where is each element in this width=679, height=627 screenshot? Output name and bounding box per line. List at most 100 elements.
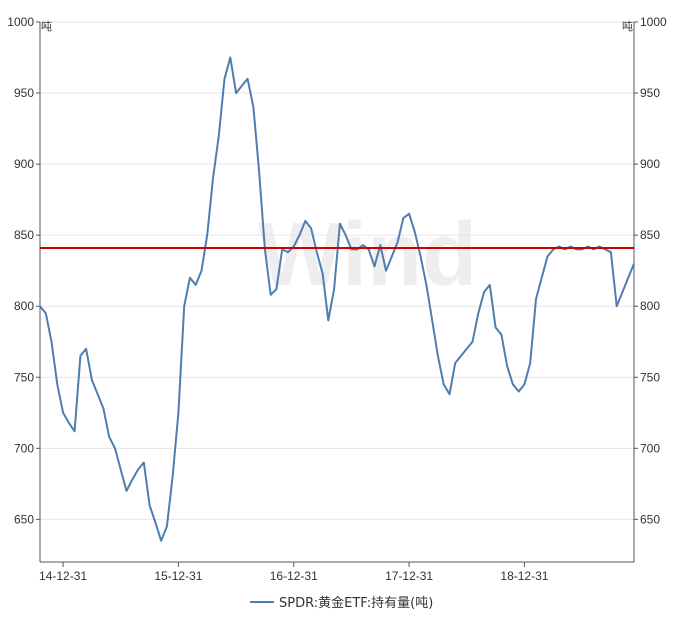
data-point (206, 234, 208, 236)
data-point (166, 525, 168, 528)
data-point (494, 326, 497, 329)
data-point (373, 265, 376, 268)
data-point (293, 245, 295, 248)
data-point (143, 461, 145, 464)
data-point (552, 248, 554, 250)
data-point (229, 56, 231, 59)
legend-label: SPDR:黄金ETF:持有量(吨) (279, 595, 433, 611)
y-tick-label-left: 1000 (7, 15, 34, 29)
data-point (154, 521, 156, 523)
data-point (466, 348, 468, 350)
data-point (633, 262, 635, 265)
series-line (39, 56, 635, 542)
x-tick-label: 16-12-31 (270, 569, 318, 583)
data-point (45, 312, 47, 314)
data-point (316, 251, 318, 253)
data-point (535, 298, 537, 300)
data-point (385, 270, 387, 272)
data-point (477, 312, 479, 314)
data-point (512, 383, 514, 385)
data-point (56, 383, 58, 385)
data-point (379, 244, 381, 246)
data-point (333, 288, 335, 290)
watermark-text: Wind (258, 205, 477, 305)
data-point (408, 213, 410, 215)
y-tick-label-right: 650 (640, 512, 660, 526)
data-point (604, 248, 606, 250)
data-point (97, 393, 99, 395)
data-point (235, 92, 237, 94)
y-tick-label-right: 900 (640, 157, 660, 171)
data-point (345, 234, 347, 236)
data-point (471, 341, 474, 343)
data-point (350, 248, 353, 250)
data-point (598, 245, 600, 248)
data-point (125, 490, 128, 492)
data-point (223, 78, 226, 80)
data-point (74, 430, 76, 432)
y-tick-label-right: 950 (640, 86, 660, 100)
data-point (489, 284, 491, 286)
data-point (362, 244, 364, 246)
data-point (114, 447, 116, 449)
y-tick-label-left: 950 (14, 86, 34, 100)
data-point (200, 270, 203, 272)
data-point (425, 284, 427, 286)
data-point (443, 383, 445, 385)
data-point (564, 248, 566, 250)
y-tick-label-left: 700 (14, 441, 34, 455)
data-point (448, 393, 451, 395)
data-point (241, 85, 243, 87)
data-point (264, 248, 266, 250)
y-tick-label-right: 800 (640, 299, 660, 313)
y-tick-label-right: 700 (640, 441, 660, 455)
data-point (500, 334, 502, 336)
axes (39, 22, 635, 563)
x-tick-label: 14-12-31 (39, 569, 87, 583)
data-point (281, 248, 283, 250)
data-point (356, 248, 358, 250)
data-point (108, 436, 110, 438)
data-point (396, 241, 399, 243)
data-point (327, 319, 329, 322)
data-point (610, 251, 612, 253)
series-group (39, 56, 635, 542)
data-point (218, 135, 220, 137)
data-point (172, 476, 174, 478)
right-unit-label: 吨 (622, 20, 633, 33)
data-point (252, 106, 254, 108)
data-point (62, 412, 64, 414)
y-tick-label-right: 850 (640, 228, 660, 242)
y-ticks: 650 650 700 700 750 750 800 800 850 850 900 900 950 9… (7, 15, 667, 526)
data-point (391, 255, 393, 258)
x-tick-label: 18-12-31 (500, 569, 548, 583)
data-point (275, 288, 278, 290)
data-point (298, 234, 301, 236)
data-point (541, 277, 543, 279)
data-point (483, 291, 485, 293)
data-point (102, 407, 105, 410)
data-point (431, 319, 433, 322)
data-point (627, 277, 629, 279)
data-point (183, 305, 185, 307)
y-tick-label-left: 850 (14, 228, 34, 242)
data-point (339, 223, 341, 225)
data-point (575, 248, 577, 250)
data-point (148, 504, 151, 506)
y-tick-label-left: 900 (14, 157, 34, 171)
x-tick-label: 17-12-31 (385, 569, 433, 583)
data-point (189, 277, 191, 279)
y-tick-label-right: 1000 (640, 15, 667, 29)
data-point (518, 390, 520, 393)
data-point (195, 284, 197, 286)
data-point (581, 248, 583, 250)
x-tick-label: 15-12-31 (154, 569, 202, 583)
data-point (68, 422, 70, 424)
data-point (120, 469, 122, 471)
data-point (460, 355, 462, 357)
data-point (137, 469, 139, 471)
data-point (587, 245, 589, 248)
x-ticks: 14-12-31 15-12-31 16-12-31 17-12-31 18-12-31 (39, 562, 549, 583)
